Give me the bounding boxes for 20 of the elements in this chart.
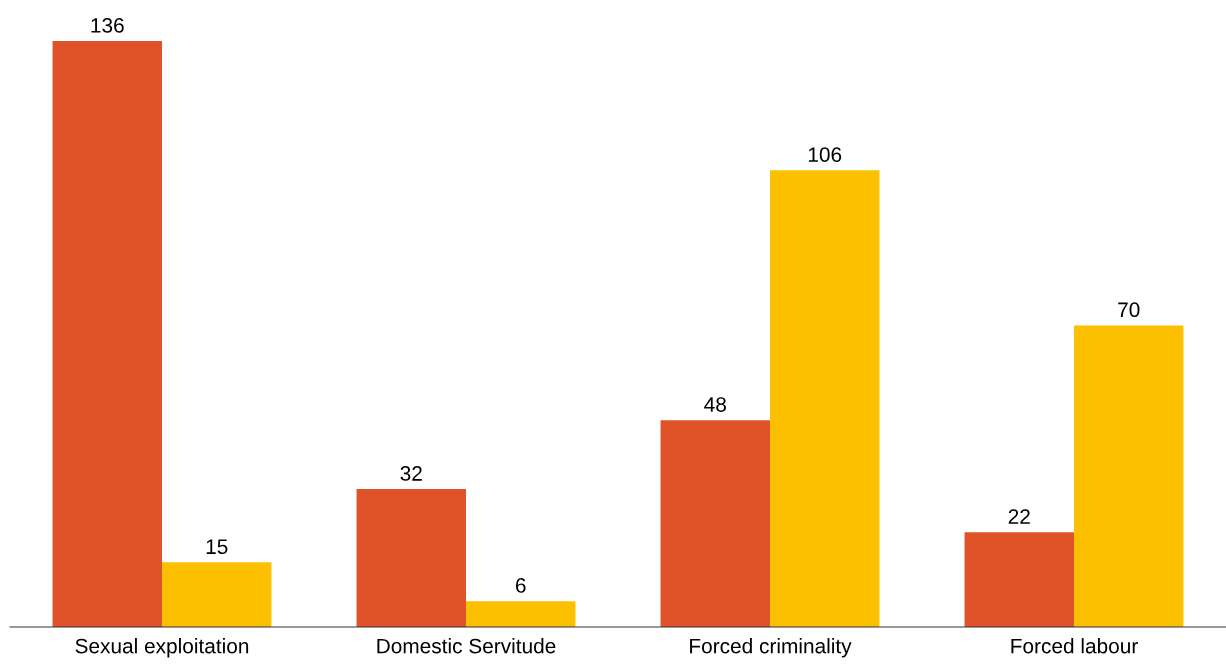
- bar: [162, 562, 272, 627]
- bar: [770, 170, 880, 627]
- x-tick-label: Domestic Servitude: [377, 638, 556, 654]
- bar: [660, 420, 770, 627]
- bar: [466, 601, 576, 627]
- bar: [1074, 325, 1184, 627]
- bar: [356, 489, 466, 627]
- data-label: 70: [1118, 302, 1140, 318]
- data-label: 106: [808, 147, 842, 162]
- x-tick-label: Forced criminality: [690, 638, 852, 658]
- data-label: 6: [515, 578, 526, 593]
- data-label: 15: [206, 539, 228, 555]
- x-tick-label: Sexual exploitation: [75, 638, 249, 658]
- bar: [964, 532, 1074, 627]
- data-label: 22: [1008, 509, 1030, 524]
- data-label: 48: [704, 397, 726, 412]
- data-label: 136: [91, 17, 124, 33]
- bar: [52, 41, 162, 627]
- x-tick-label: Forced labour: [1011, 638, 1138, 654]
- data-label: 32: [400, 466, 422, 481]
